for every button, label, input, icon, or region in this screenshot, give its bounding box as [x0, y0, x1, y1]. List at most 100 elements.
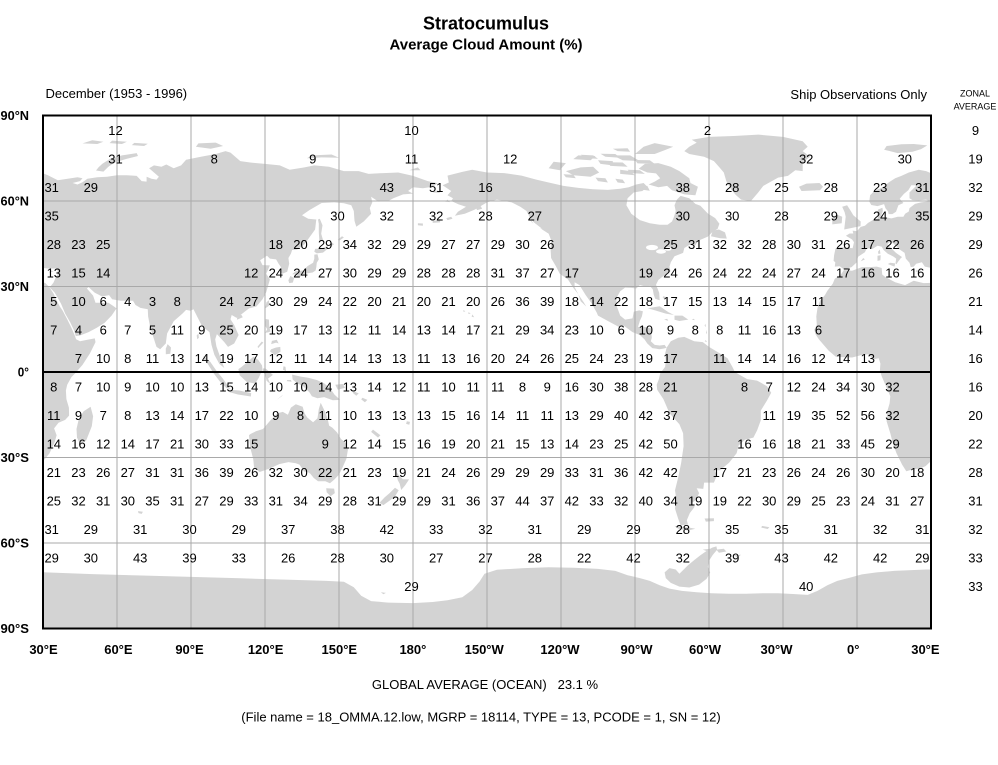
svg-text:29: 29	[318, 237, 332, 252]
svg-text:29: 29	[392, 237, 406, 252]
svg-text:8: 8	[124, 408, 131, 423]
svg-text:11: 11	[738, 322, 752, 337]
svg-text:21: 21	[170, 436, 184, 451]
svg-text:13: 13	[367, 408, 381, 423]
svg-text:8: 8	[741, 379, 748, 394]
svg-text:29: 29	[232, 522, 246, 537]
svg-text:29: 29	[44, 551, 58, 566]
svg-text:19: 19	[787, 408, 801, 423]
svg-text:29: 29	[404, 579, 418, 594]
svg-text:16: 16	[71, 436, 85, 451]
svg-text:14: 14	[491, 408, 505, 423]
svg-text:24: 24	[269, 265, 283, 280]
svg-text:33: 33	[836, 436, 850, 451]
svg-text:30: 30	[861, 379, 875, 394]
svg-text:26: 26	[836, 237, 850, 252]
svg-text:8: 8	[692, 322, 699, 337]
svg-text:27: 27	[121, 465, 135, 480]
svg-text:11: 11	[762, 408, 776, 423]
svg-text:12: 12	[392, 379, 406, 394]
svg-text:18: 18	[910, 465, 924, 480]
svg-text:24: 24	[762, 265, 776, 280]
svg-text:31: 31	[968, 493, 982, 508]
svg-text:30: 30	[861, 465, 875, 480]
svg-text:December (1953 - 1996): December (1953 - 1996)	[46, 86, 188, 101]
svg-text:20: 20	[885, 465, 899, 480]
svg-text:33: 33	[589, 493, 603, 508]
svg-text:17: 17	[145, 436, 159, 451]
svg-text:7: 7	[100, 408, 107, 423]
svg-text:14: 14	[968, 322, 982, 337]
svg-text:27: 27	[787, 265, 801, 280]
svg-text:23: 23	[589, 436, 603, 451]
svg-text:13: 13	[441, 351, 455, 366]
svg-text:33: 33	[565, 465, 579, 480]
svg-text:0°: 0°	[18, 365, 29, 380]
svg-text:29: 29	[491, 237, 505, 252]
svg-text:8: 8	[124, 351, 131, 366]
svg-text:30°E: 30°E	[29, 642, 58, 657]
svg-text:22: 22	[219, 408, 233, 423]
svg-text:16: 16	[478, 180, 492, 195]
svg-text:28: 28	[968, 465, 982, 480]
svg-text:7: 7	[75, 379, 82, 394]
svg-text:29: 29	[968, 208, 982, 223]
svg-text:12: 12	[343, 322, 357, 337]
svg-text:23: 23	[762, 465, 776, 480]
svg-text:27: 27	[478, 551, 492, 566]
svg-text:27: 27	[195, 493, 209, 508]
svg-text:GLOBAL AVERAGE (OCEAN) 23.1: GLOBAL AVERAGE (OCEAN) 23.1 %	[372, 677, 599, 692]
svg-text:24: 24	[811, 379, 825, 394]
svg-text:22: 22	[737, 493, 751, 508]
svg-text:24: 24	[861, 493, 875, 508]
svg-text:26: 26	[787, 465, 801, 480]
svg-text:29: 29	[417, 493, 431, 508]
svg-text:60°S: 60°S	[1, 536, 30, 551]
svg-text:23: 23	[71, 465, 85, 480]
svg-text:11: 11	[812, 294, 826, 309]
svg-text:24: 24	[293, 265, 307, 280]
svg-text:37: 37	[540, 493, 554, 508]
svg-text:15: 15	[244, 436, 258, 451]
svg-text:13: 13	[417, 408, 431, 423]
svg-text:13: 13	[367, 351, 381, 366]
svg-text:29: 29	[626, 522, 640, 537]
svg-text:32: 32	[873, 522, 887, 537]
svg-text:(File name = 18_OMMA.12.low, M: (File name = 18_OMMA.12.low, MGRP = 1811…	[241, 710, 720, 725]
svg-text:29: 29	[367, 265, 381, 280]
svg-text:10: 10	[96, 351, 110, 366]
svg-text:30°E: 30°E	[911, 642, 940, 657]
svg-text:13: 13	[47, 265, 61, 280]
svg-text:30: 30	[380, 551, 394, 566]
svg-text:33: 33	[429, 522, 443, 537]
svg-text:23: 23	[873, 180, 887, 195]
svg-text:29: 29	[824, 208, 838, 223]
svg-text:27: 27	[318, 265, 332, 280]
svg-text:12: 12	[343, 436, 357, 451]
svg-text:12: 12	[503, 151, 517, 166]
svg-text:30°N: 30°N	[1, 279, 30, 294]
svg-text:13: 13	[343, 379, 357, 394]
svg-text:30: 30	[589, 379, 603, 394]
svg-text:7: 7	[766, 379, 773, 394]
svg-text:35: 35	[811, 408, 825, 423]
svg-text:28: 28	[47, 237, 61, 252]
svg-text:35: 35	[774, 522, 788, 537]
svg-text:20: 20	[367, 294, 381, 309]
svg-text:30: 30	[787, 237, 801, 252]
svg-text:16: 16	[968, 351, 982, 366]
svg-text:31: 31	[491, 265, 505, 280]
svg-text:23: 23	[367, 465, 381, 480]
svg-text:17: 17	[713, 465, 727, 480]
svg-text:35: 35	[725, 522, 739, 537]
svg-text:29: 29	[392, 265, 406, 280]
svg-text:29: 29	[318, 493, 332, 508]
svg-text:9: 9	[667, 322, 674, 337]
svg-text:38: 38	[614, 379, 628, 394]
svg-text:5: 5	[50, 294, 57, 309]
svg-text:42: 42	[873, 551, 887, 566]
svg-text:30: 30	[343, 265, 357, 280]
svg-text:15: 15	[441, 408, 455, 423]
svg-text:20: 20	[491, 351, 505, 366]
svg-text:25: 25	[219, 322, 233, 337]
